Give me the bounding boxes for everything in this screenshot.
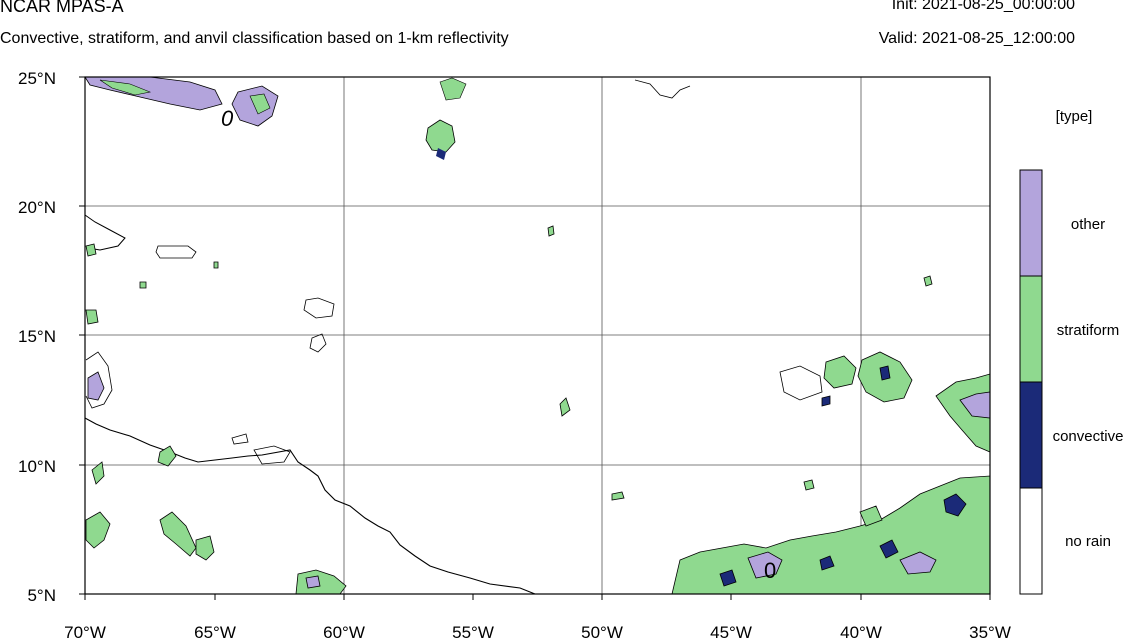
init-time: Init: 2021-08-25_00:00:00: [891, 0, 1075, 13]
figure-title: NCAR MPAS-A: [0, 0, 124, 16]
precip-nw: [84, 76, 279, 127]
lat-label: 5°N: [27, 586, 56, 605]
legend-title: [type]: [1056, 108, 1093, 125]
lon-labels: 70°W 65°W 60°W 55°W 50°W 45°W 40°W 35°W: [64, 623, 1011, 641]
legend: [type] other stratiform convective no ra…: [1019, 108, 1124, 595]
precip-scattered: [139, 225, 933, 501]
lon-label: 60°W: [323, 623, 365, 641]
lat-label: 10°N: [18, 457, 56, 476]
legend-swatch-stratiform: [1019, 275, 1043, 383]
lon-label: 45°W: [710, 623, 752, 641]
lat-label: 15°N: [18, 327, 56, 346]
legend-label: convective: [1053, 428, 1124, 445]
legend-swatch-other: [1019, 169, 1043, 277]
lon-label: 50°W: [581, 623, 623, 641]
contour-label-nw: 0: [221, 106, 234, 131]
legend-label: no rain: [1065, 533, 1111, 550]
lon-label: 35°W: [969, 623, 1011, 641]
lon-label: 55°W: [452, 623, 494, 641]
lon-label: 40°W: [840, 623, 882, 641]
precip-east-mid: [779, 351, 991, 453]
legend-swatch-no-rain: [1019, 487, 1043, 595]
lat-label: 20°N: [18, 198, 56, 217]
tick-marks: [79, 76, 991, 600]
contour-label-se: 0: [764, 558, 776, 583]
precip-west: [85, 243, 347, 595]
legend-label: other: [1071, 216, 1105, 233]
coastline-north: [84, 214, 126, 251]
precip-southeast: [671, 475, 991, 595]
lat-label: 25°N: [18, 69, 56, 88]
figure-subtitle: Convective, stratiform, and anvil classi…: [0, 30, 509, 47]
lon-label: 70°W: [64, 623, 106, 641]
gridlines: [85, 77, 990, 594]
valid-time: Valid: 2021-08-25_12:00:00: [878, 30, 1075, 47]
precip-north-central: [425, 77, 691, 160]
legend-swatch-convective: [1019, 381, 1043, 489]
map-panel: 0 0: [79, 76, 991, 600]
legend-label: stratiform: [1057, 322, 1120, 339]
lat-labels: 25°N 20°N 15°N 10°N 5°N: [18, 69, 56, 605]
lon-label: 65°W: [194, 623, 236, 641]
